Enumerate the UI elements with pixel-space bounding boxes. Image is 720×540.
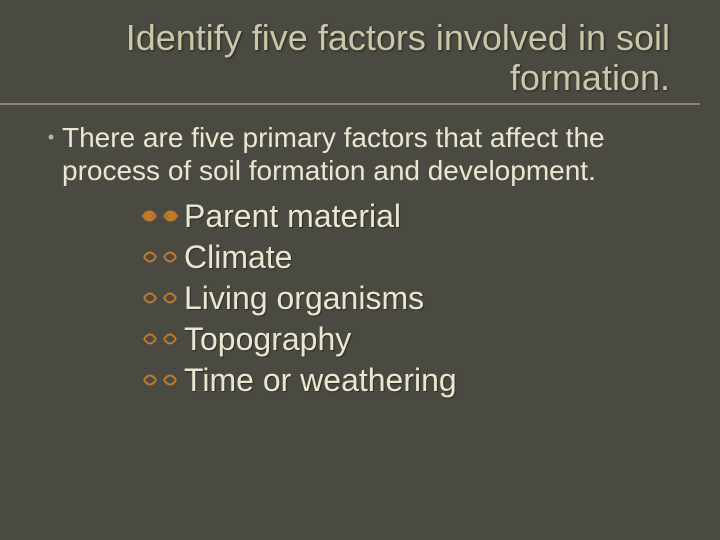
slide: Identify five factors involved in soil f… [0,0,720,540]
flourish-icon [140,321,184,357]
factor-label: Climate [184,238,292,277]
flourish-icon [140,239,184,275]
flourish-icon [140,198,184,234]
title-block: Identify five factors involved in soil f… [40,18,680,99]
factor-label: Topography [184,320,351,359]
list-item: Parent material [140,197,680,236]
flourish-icon [140,280,184,316]
intro-row: • There are five primary factors that af… [40,121,680,187]
slide-title: Identify five factors involved in soil f… [100,18,670,99]
factor-label: Living organisms [184,279,424,318]
intro-text: There are five primary factors that affe… [62,121,680,187]
factor-label: Parent material [184,197,401,236]
list-item: Topography [140,320,680,359]
flourish-icon [140,362,184,398]
factor-label: Time or weathering [184,361,457,400]
title-underline [0,103,700,105]
factors-list: Parent material Climate Living organisms [140,197,680,400]
list-item: Climate [140,238,680,277]
bullet-dot-icon: • [40,121,62,153]
list-item: Living organisms [140,279,680,318]
list-item: Time or weathering [140,361,680,400]
